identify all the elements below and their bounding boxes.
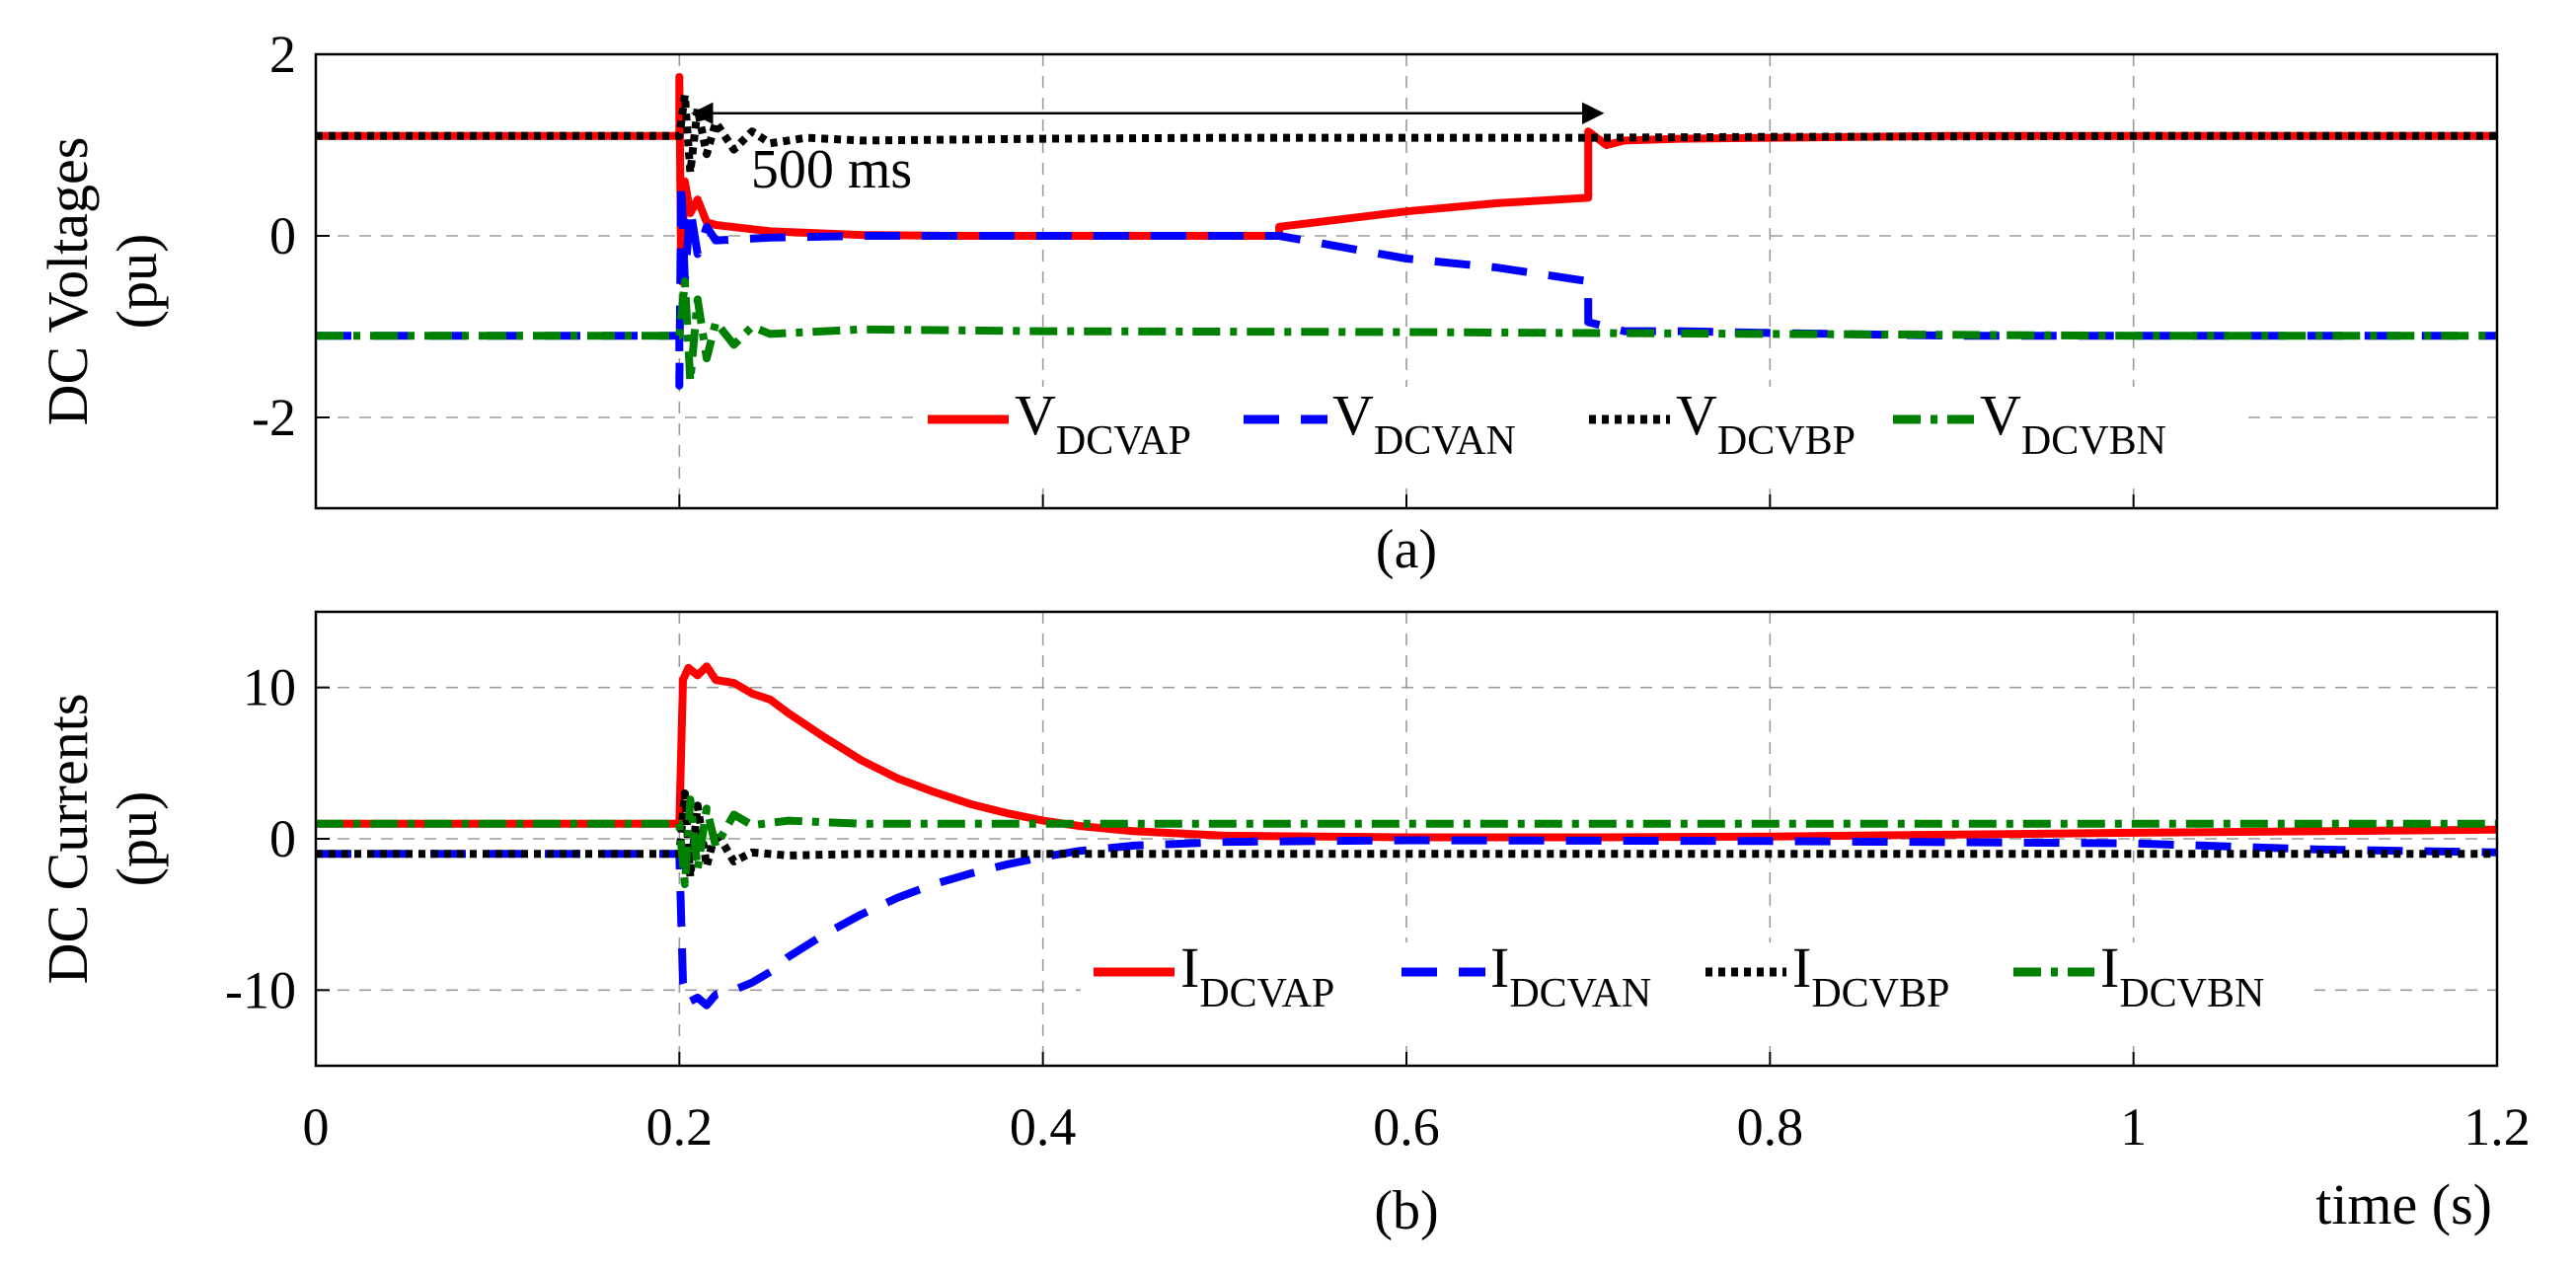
x-tick-label-6: 1.2 <box>2463 1097 2531 1157</box>
legend-box-currents <box>1081 942 2314 1041</box>
legend-voltages: VDCVAP VDCVAN VDCVBP VDCVBN <box>913 383 2245 486</box>
y-tick-label-voltages-1: 0 <box>269 206 296 265</box>
legend-label-vdcvap: VDCVAP <box>1015 383 1191 464</box>
x-tick-label-2: 0.4 <box>1010 1097 1077 1157</box>
y-tick-label-currents-2: -10 <box>225 960 296 1019</box>
legend-box-voltages <box>913 387 2245 486</box>
y-tick-label-currents-1: 0 <box>269 809 296 868</box>
legend-label-vdcvan: VDCVAN <box>1332 383 1516 464</box>
y-tick-label-voltages-0: 2 <box>269 25 296 84</box>
legend-item-vdcvbn: VDCVBN <box>1893 383 2166 464</box>
legend-label-vdcvbp: VDCVBP <box>1676 383 1856 464</box>
x-ticks: 0 0.2 0.4 0.6 0.8 1 1.2 <box>303 494 2531 1157</box>
series-currents <box>316 662 2497 1010</box>
x-tick-label-0: 0 <box>303 1097 330 1157</box>
legend-item-idcvap: IDCVAP <box>1094 936 1334 1016</box>
y-axis-title-currents: DC Currents <box>36 694 100 985</box>
x-axis-title: time (s) <box>2315 1172 2492 1236</box>
legend-item-vdcvan: VDCVAN <box>1244 383 1516 464</box>
y-ticks-currents: 10 0 -10 <box>225 658 330 1019</box>
series-line-idcvan <box>316 836 2497 1010</box>
x-tick-label-1: 0.2 <box>646 1097 714 1157</box>
series-line-vdcvan <box>316 177 2497 390</box>
y-tick-label-currents-0: 10 <box>243 658 296 717</box>
x-tick-label-4: 0.8 <box>1737 1097 1804 1157</box>
y-axis-title-voltages: DC Voltages <box>36 137 100 426</box>
legend-item-vdcvap: VDCVAP <box>928 383 1191 464</box>
legend-item-idcvbn: IDCVBN <box>2013 936 2264 1016</box>
series-line-idcvbn <box>316 795 2497 888</box>
annotation-text: 500 ms <box>751 139 912 200</box>
y-tick-label-voltages-2: -2 <box>252 388 296 447</box>
panel-voltages: 2 0 -2 500 ms VDCVAP VDCVAN VDCVBP VDCVBN <box>36 25 2499 580</box>
x-tick-label-3: 0.6 <box>1373 1097 1440 1157</box>
panel-currents: 10 0 -10 0 0.2 0.4 0.6 0.8 1 1.2 IDCVAP IDCVAN I… <box>36 494 2531 1241</box>
series-line-idcvbp <box>316 789 2497 881</box>
legend-label-idcvap: IDCVAP <box>1180 936 1334 1016</box>
legend-label-vdcvbn: VDCVBN <box>1980 383 2166 464</box>
panel-label-a: (a) <box>1376 519 1437 580</box>
legend-item-idcvan: IDCVAN <box>1402 936 1651 1016</box>
legend-currents: IDCVAP IDCVAN IDCVBP IDCVBN <box>1081 936 2314 1041</box>
y-ticks-voltages: 2 0 -2 <box>252 25 330 447</box>
series-line-idcvap <box>316 662 2497 842</box>
x-tick-label-5: 1 <box>2120 1097 2147 1157</box>
legend-label-idcvbp: IDCVBP <box>1792 936 1949 1016</box>
legend-label-idcvan: IDCVAN <box>1490 936 1651 1016</box>
legend-item-idcvbp: IDCVBP <box>1705 936 1949 1016</box>
series-line-vdcvbn <box>316 277 2497 386</box>
y-axis-unit-voltages: (pu) <box>105 234 169 330</box>
panel-label-b: (b) <box>1374 1180 1438 1241</box>
series-voltages <box>316 73 2497 390</box>
legend-label-idcvbn: IDCVBN <box>2100 936 2264 1016</box>
y-axis-unit-currents: (pu) <box>105 791 169 887</box>
annotation-500ms: 500 ms <box>691 102 1605 200</box>
legend-item-vdcvbp: VDCVBP <box>1589 383 1856 464</box>
